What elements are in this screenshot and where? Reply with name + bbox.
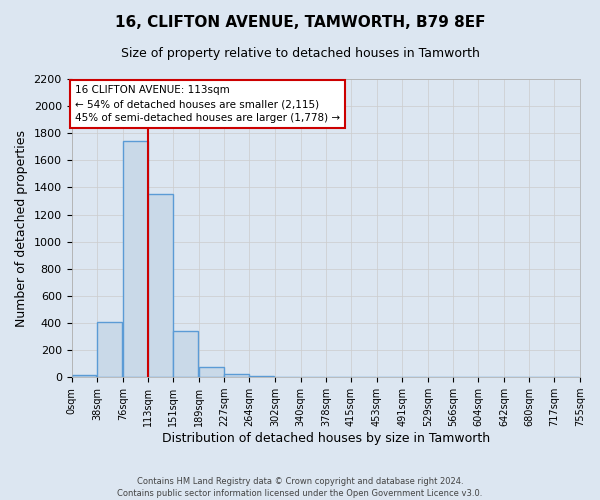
Text: Contains public sector information licensed under the Open Government Licence v3: Contains public sector information licen…: [118, 489, 482, 498]
Text: Contains HM Land Registry data © Crown copyright and database right 2024.: Contains HM Land Registry data © Crown c…: [137, 478, 463, 486]
X-axis label: Distribution of detached houses by size in Tamworth: Distribution of detached houses by size …: [162, 432, 490, 445]
Text: Size of property relative to detached houses in Tamworth: Size of property relative to detached ho…: [121, 48, 479, 60]
Bar: [97, 322, 122, 377]
Bar: [123, 142, 148, 377]
Bar: [250, 376, 274, 377]
Bar: [148, 194, 173, 377]
Bar: [199, 367, 224, 377]
Bar: [173, 331, 198, 377]
Bar: [275, 376, 300, 377]
Bar: [224, 374, 250, 377]
Bar: [71, 375, 97, 377]
Text: 16, CLIFTON AVENUE, TAMWORTH, B79 8EF: 16, CLIFTON AVENUE, TAMWORTH, B79 8EF: [115, 15, 485, 30]
Text: 16 CLIFTON AVENUE: 113sqm
← 54% of detached houses are smaller (2,115)
45% of se: 16 CLIFTON AVENUE: 113sqm ← 54% of detac…: [75, 85, 340, 123]
Y-axis label: Number of detached properties: Number of detached properties: [15, 130, 28, 326]
